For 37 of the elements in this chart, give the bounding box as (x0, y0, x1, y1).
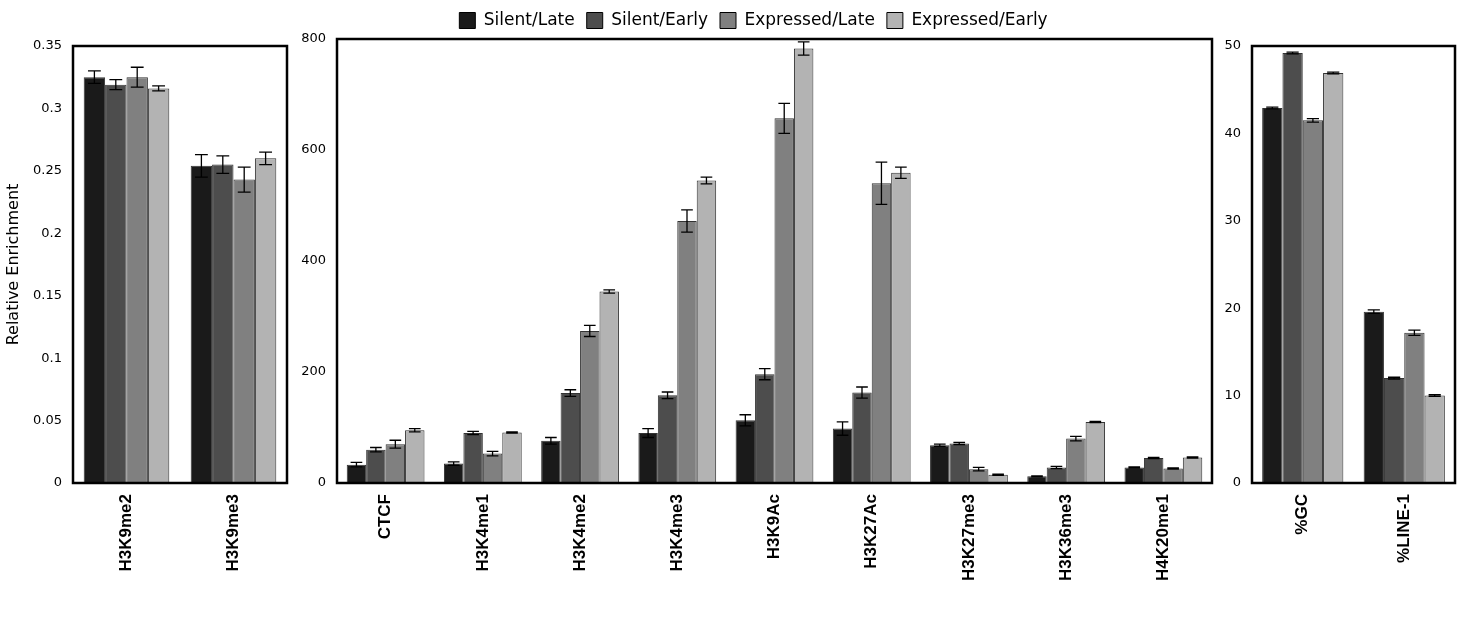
y-tick-label: 0 (317, 474, 326, 490)
legend-label: Expressed/Early (911, 8, 1048, 29)
x-tick-label: H3K9me2 (116, 494, 136, 572)
y-tick-label: 600 (301, 141, 326, 157)
y-tick-label: 400 (301, 252, 326, 268)
y-tick-label: 0.2 (41, 224, 62, 240)
y-tick-label: 40 (1224, 124, 1241, 140)
y-tick-label: 20 (1224, 299, 1241, 315)
x-tick-label: %GC (1292, 494, 1312, 535)
y-tick-label: 0.05 (33, 411, 62, 427)
y-tick-label: 10 (1224, 386, 1241, 402)
x-tick-label: H3K4me2 (569, 494, 589, 572)
x-tick-label: H3K27me3 (958, 494, 978, 581)
y-tick-label: 30 (1224, 212, 1241, 228)
y-tick-label: 200 (301, 363, 326, 379)
y-tick-label: 50 (1224, 37, 1241, 53)
x-tick-label: H3K9Ac (764, 494, 784, 560)
y-tick-label: 0.3 (41, 99, 62, 115)
x-tick-label: H4K20me1 (1153, 494, 1173, 581)
y-tick-label: 0.1 (41, 349, 62, 365)
y-tick-label: 0 (53, 474, 62, 490)
y-tick-label: 0 (1232, 474, 1241, 490)
legend-label: Silent/Late (483, 8, 575, 29)
y-tick-label: 0.15 (33, 287, 62, 303)
x-tick-label: %LINE-1 (1393, 494, 1413, 563)
y-tick-label: 800 (301, 30, 326, 46)
legend-label: Silent/Early (611, 8, 709, 29)
y-tick-label: 0.25 (33, 162, 62, 178)
x-tick-label: H3K9me3 (223, 494, 243, 572)
legend-label: Expressed/Late (744, 8, 875, 29)
x-tick-label: H3K4me1 (472, 494, 492, 572)
x-tick-label: H3K36me3 (1055, 494, 1075, 581)
x-tick-label: H3K4me3 (666, 494, 686, 572)
y-tick-label: 0.35 (33, 37, 62, 53)
x-tick-label: CTCF (375, 494, 395, 540)
x-tick-label: H3K27Ac (861, 494, 881, 569)
y-axis-title: Relative Enrichment (2, 183, 22, 346)
